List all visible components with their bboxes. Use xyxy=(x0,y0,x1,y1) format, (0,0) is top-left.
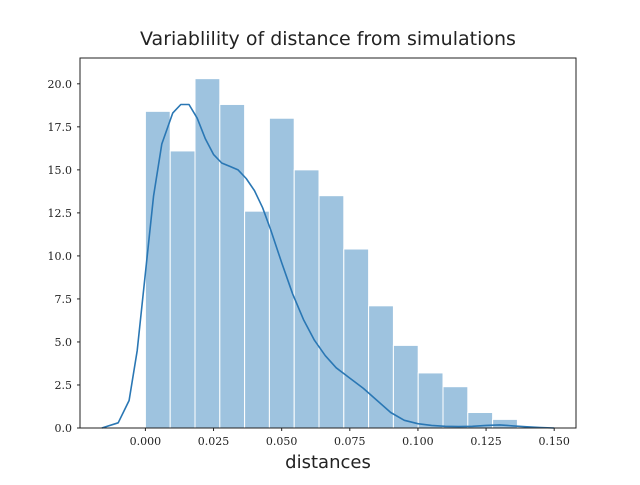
x-tick-label: 0.050 xyxy=(266,435,298,448)
histogram-bar xyxy=(293,169,320,429)
histogram-bar xyxy=(268,117,295,429)
histogram-bar xyxy=(144,110,171,429)
y-tick-label: 7.5 xyxy=(55,293,73,306)
x-tick-label: 0.100 xyxy=(402,435,434,448)
x-tick-label: 0.000 xyxy=(130,435,162,448)
y-tick-label: 12.5 xyxy=(48,207,73,220)
x-tick-label: 0.125 xyxy=(470,435,502,448)
y-tick-label: 20.0 xyxy=(48,78,73,91)
y-tick-label: 2.5 xyxy=(55,379,73,392)
histogram-bar xyxy=(368,305,394,429)
x-tick-label: 0.150 xyxy=(538,435,570,448)
kde-line xyxy=(101,103,555,429)
histogram-bar xyxy=(194,78,221,429)
y-tick-label: 5.0 xyxy=(55,336,73,349)
y-tick-label: 15.0 xyxy=(48,164,73,177)
histogram-bar xyxy=(244,210,270,429)
histogram-bar xyxy=(219,103,246,429)
y-tick-label: 17.5 xyxy=(48,121,73,134)
y-tick-label: 10.0 xyxy=(48,250,73,263)
histogram-bar xyxy=(442,386,469,429)
chart-title: Variablility of distance from simulation… xyxy=(140,28,516,50)
histogram-bar xyxy=(318,195,345,429)
y-tick-label: 0.0 xyxy=(55,422,73,435)
x-tick-label: 0.025 xyxy=(198,435,230,448)
histogram-bar xyxy=(417,372,444,429)
x-tick-label: 0.075 xyxy=(334,435,366,448)
plot-frame xyxy=(79,57,577,429)
histogram-bar xyxy=(392,344,419,429)
x-axis-label: distances xyxy=(285,452,371,473)
histogram-bar xyxy=(343,248,370,429)
histogram-bar xyxy=(169,150,196,429)
